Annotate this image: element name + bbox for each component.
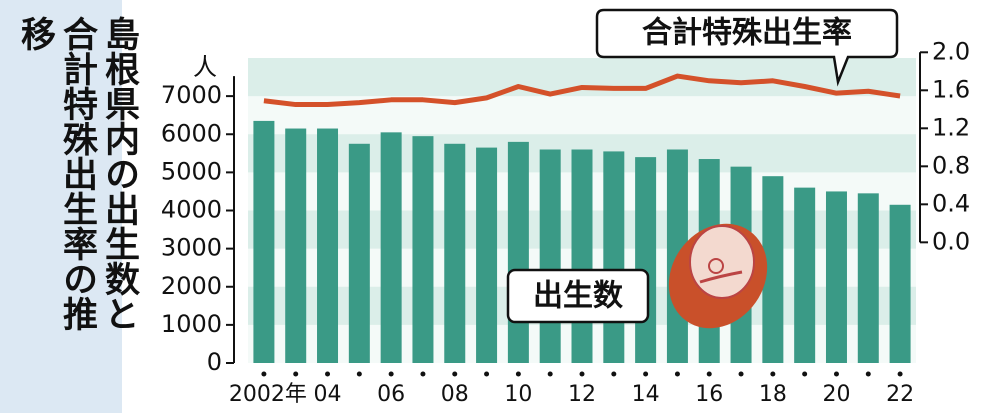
x-tick-label: 12 (568, 382, 596, 407)
x-tick-label: 08 (441, 382, 469, 407)
x-tick-dot (897, 371, 903, 377)
x-tick-label: 14 (632, 382, 660, 407)
x-tick-label: 10 (504, 382, 532, 407)
x-tick-label: 22 (886, 382, 914, 407)
x-tick-dot (802, 371, 808, 377)
bar (603, 151, 625, 363)
x-tick-dot (643, 371, 649, 377)
y-tick-label: 1000 (161, 310, 222, 338)
x-tick-dot (865, 371, 871, 377)
bar (539, 149, 561, 363)
y2-tick-label: 2.0 (932, 37, 970, 65)
x-tick-dot (833, 371, 839, 377)
x-tick-label: 06 (377, 382, 405, 407)
x-tick-dot (770, 371, 776, 377)
x-tick-dot (325, 371, 331, 377)
x-tick-dot (706, 371, 712, 377)
line-callout: 合計特殊出生率 (595, 8, 899, 87)
y2-tick-label: 1.2 (932, 113, 970, 141)
bar-callout: 出生数 (506, 268, 650, 324)
y-tick-label: 5000 (161, 157, 222, 185)
x-tick-dot (515, 371, 521, 377)
x-tick-dot (293, 371, 299, 377)
x-tick-label: 18 (759, 382, 787, 407)
bar (476, 147, 498, 363)
bar (317, 128, 339, 363)
y-tick-label: 2000 (161, 272, 222, 300)
chart-title: 島根県内の出生数と合計特殊出生率の推移 (15, 16, 139, 331)
y-tick-label: 7000 (161, 81, 222, 109)
bar (794, 187, 816, 363)
axes: 0 1000 2000 3000 4000 5000 6000 7000 0.0 0.4 0.8 1.… (161, 37, 970, 407)
y-tick-label: 4000 (161, 196, 222, 224)
x-tick-dot (484, 371, 490, 377)
x-tick-dot (674, 371, 680, 377)
bar (762, 176, 784, 363)
line (263, 73, 901, 108)
bar (348, 143, 370, 363)
x-tick-dot (420, 371, 426, 377)
x-tick-label: 20 (822, 382, 850, 407)
bar (380, 132, 402, 363)
bar-series-label: 出生数 (533, 279, 624, 314)
bar (857, 193, 879, 363)
y2-tick-label: 1.6 (932, 75, 970, 103)
x-tick-dot (452, 371, 458, 377)
bar (285, 128, 307, 363)
y2-tick-label: 0.0 (932, 227, 970, 255)
bar (571, 149, 593, 363)
line-series-label: 合計特殊出生率 (642, 16, 852, 51)
y-tick-label: 3000 (161, 234, 222, 262)
bar (825, 191, 847, 363)
x-tick-label: 04 (314, 382, 342, 407)
bar (444, 143, 466, 363)
title-panel: 島根県内の出生数と合計特殊出生率の推移 (0, 0, 139, 413)
x-tick-dot (388, 371, 394, 377)
y2-tick-label: 0.8 (932, 151, 970, 179)
bar (635, 157, 657, 363)
x-tick-dot (738, 371, 744, 377)
bar (889, 204, 911, 363)
x-tick-label: 16 (695, 382, 723, 407)
x-tick-dot (356, 371, 362, 377)
x-tick-dot (611, 371, 617, 377)
x-tick-label: 2002年 (229, 382, 307, 407)
y-tick-label: 6000 (161, 119, 222, 147)
x-tick-dot (261, 371, 267, 377)
y-unit: 人 (193, 53, 217, 81)
bar (253, 120, 275, 363)
y-tick-label: 0 (207, 348, 222, 376)
bar (507, 141, 529, 363)
baby-illustration (668, 223, 768, 329)
bar (412, 136, 434, 363)
x-tick-dot (579, 371, 585, 377)
x-tick-dot (547, 371, 553, 377)
y2-tick-label: 0.4 (932, 189, 970, 217)
